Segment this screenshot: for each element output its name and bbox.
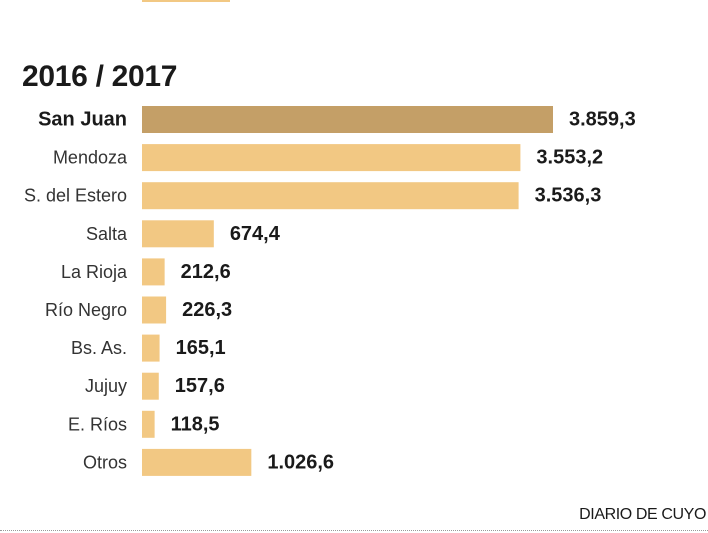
category-label-san-juan: San Juan	[38, 109, 127, 131]
bar-san-juan	[142, 106, 553, 133]
category-label-salta: Salta	[86, 224, 128, 244]
value-label-mendoza: 3.553,2	[536, 147, 603, 169]
value-label-rio-negro: 226,3	[182, 299, 232, 321]
value-label-s-del-estero: 3.536,3	[535, 185, 602, 207]
bar-jujuy	[142, 372, 159, 400]
bar-s-del-estero	[142, 182, 519, 210]
bar-e-rios	[142, 410, 155, 438]
bar-la-rioja	[142, 258, 165, 286]
bar-mendoza	[142, 144, 521, 172]
category-label-rio-negro: Río Negro	[45, 300, 127, 320]
value-label-salta: 674,4	[230, 223, 281, 245]
category-label-e-rios: E. Ríos	[68, 414, 127, 434]
value-label-san-juan: 3.859,3	[569, 109, 636, 131]
category-label-bs-as: Bs. As.	[71, 338, 127, 358]
value-label-bs-as: 165,1	[176, 337, 226, 359]
source-credit: DIARIO DE CUYO	[579, 506, 706, 523]
bar-salta	[142, 220, 214, 248]
category-label-la-rioja: La Rioja	[61, 262, 128, 282]
bar-bs-as	[142, 334, 160, 362]
value-label-otros: 1.026,6	[267, 451, 334, 473]
category-label-otros: Otros	[83, 452, 127, 472]
value-label-la-rioja: 212,6	[181, 261, 231, 283]
category-label-s-del-estero: S. del Estero	[24, 186, 127, 206]
category-label-mendoza: Mendoza	[53, 148, 128, 168]
bar-rio-negro	[142, 296, 167, 324]
chart-title: 2016 / 2017	[22, 60, 178, 93]
value-label-jujuy: 157,6	[175, 375, 225, 397]
bar-otros	[142, 448, 252, 476]
footer-dotted-rule	[0, 530, 708, 531]
value-label-e-rios: 118,5	[171, 413, 220, 435]
previous-chart-bar-fragment	[142, 0, 230, 2]
bar-chart: San Juan 3.859,3 Mendoza 3.553,2 S. del Este…	[24, 106, 636, 476]
category-label-jujuy: Jujuy	[85, 376, 127, 396]
